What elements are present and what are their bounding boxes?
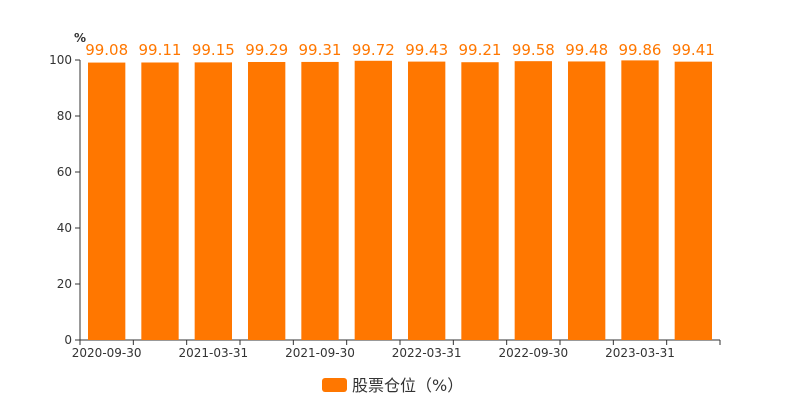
data-label: 99.29 — [245, 41, 288, 59]
data-label: 99.31 — [299, 41, 342, 59]
x-tick-label: 2022-03-31 — [392, 346, 462, 360]
bar[interactable] — [408, 61, 446, 340]
legend-label: 股票仓位（%） — [352, 376, 463, 395]
bar[interactable] — [194, 62, 232, 340]
data-label: 99.15 — [192, 41, 235, 59]
x-axis: 2020-09-30 2021-03-31 2021-09-30 2022-03-31… — [72, 339, 721, 360]
data-label: 99.41 — [672, 41, 715, 59]
data-label: 99.48 — [565, 41, 608, 59]
data-label: 99.72 — [352, 41, 395, 59]
x-tick-label: 2021-09-30 — [285, 346, 355, 360]
x-tick-label: 2023-03-31 — [605, 346, 675, 360]
legend-swatch — [322, 378, 347, 392]
data-label: 99.58 — [512, 41, 555, 59]
bar-series — [88, 60, 712, 341]
x-tick-label: 2020-09-30 — [72, 346, 142, 360]
y-tick-label: 100 — [49, 53, 72, 67]
data-label: 99.11 — [139, 41, 182, 59]
bar[interactable] — [621, 60, 659, 340]
y-tick-label: 60 — [57, 165, 72, 179]
bar[interactable] — [568, 61, 606, 341]
bar[interactable] — [461, 62, 499, 340]
data-label: 99.21 — [459, 41, 502, 59]
bar[interactable] — [301, 61, 339, 340]
bar[interactable] — [248, 61, 286, 340]
x-tick-label: 2021-03-31 — [178, 346, 248, 360]
y-axis-unit-label: % — [74, 31, 86, 45]
legend[interactable]: 股票仓位（%） — [322, 376, 463, 395]
data-label: 99.43 — [405, 41, 448, 59]
y-tick-label: 0 — [64, 333, 72, 347]
data-labels: 99.08 99.11 99.15 99.29 99.31 99.72 99.43 99.21… — [85, 41, 715, 59]
bar[interactable] — [354, 60, 392, 341]
bar[interactable] — [88, 62, 126, 341]
data-label: 99.86 — [619, 41, 662, 59]
y-tick-label: 40 — [57, 221, 72, 235]
bar[interactable] — [514, 61, 552, 341]
data-label: 99.08 — [85, 41, 128, 59]
y-tick-label: 20 — [57, 277, 72, 291]
bar[interactable] — [674, 61, 712, 340]
x-tick-label: 2022-09-30 — [498, 346, 568, 360]
bar[interactable] — [141, 62, 179, 340]
y-tick-label: 80 — [57, 109, 72, 123]
y-axis: 0 20 40 60 80 100 — [49, 53, 81, 347]
